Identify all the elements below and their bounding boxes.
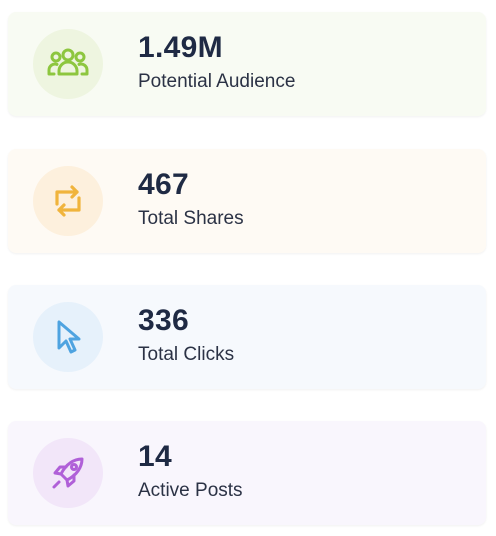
stat-card-total-shares[interactable]: 467 Total Shares [8,149,486,253]
icon-circle [33,29,103,99]
stat-value: 14 [138,440,172,473]
users-icon [47,48,89,76]
stat-value: 467 [138,168,189,201]
stat-value: 1.49M [138,31,223,64]
stat-label: Total Shares [138,208,244,229]
icon-circle [33,302,103,372]
stat-label: Active Posts [138,480,243,501]
icon-circle [33,438,103,508]
stat-card-potential-audience[interactable]: 1.49M Potential Audience [8,12,486,116]
rocket-icon [52,457,84,489]
stat-card-active-posts[interactable]: 14 Active Posts [8,421,486,525]
stat-label: Total Clicks [138,344,235,365]
repeat-icon [55,185,81,217]
stat-card-total-clicks[interactable]: 336 Total Clicks [8,285,486,389]
stat-label: Potential Audience [138,71,296,92]
stat-value: 336 [138,304,189,337]
icon-circle [33,166,103,236]
cursor-icon [57,320,81,354]
